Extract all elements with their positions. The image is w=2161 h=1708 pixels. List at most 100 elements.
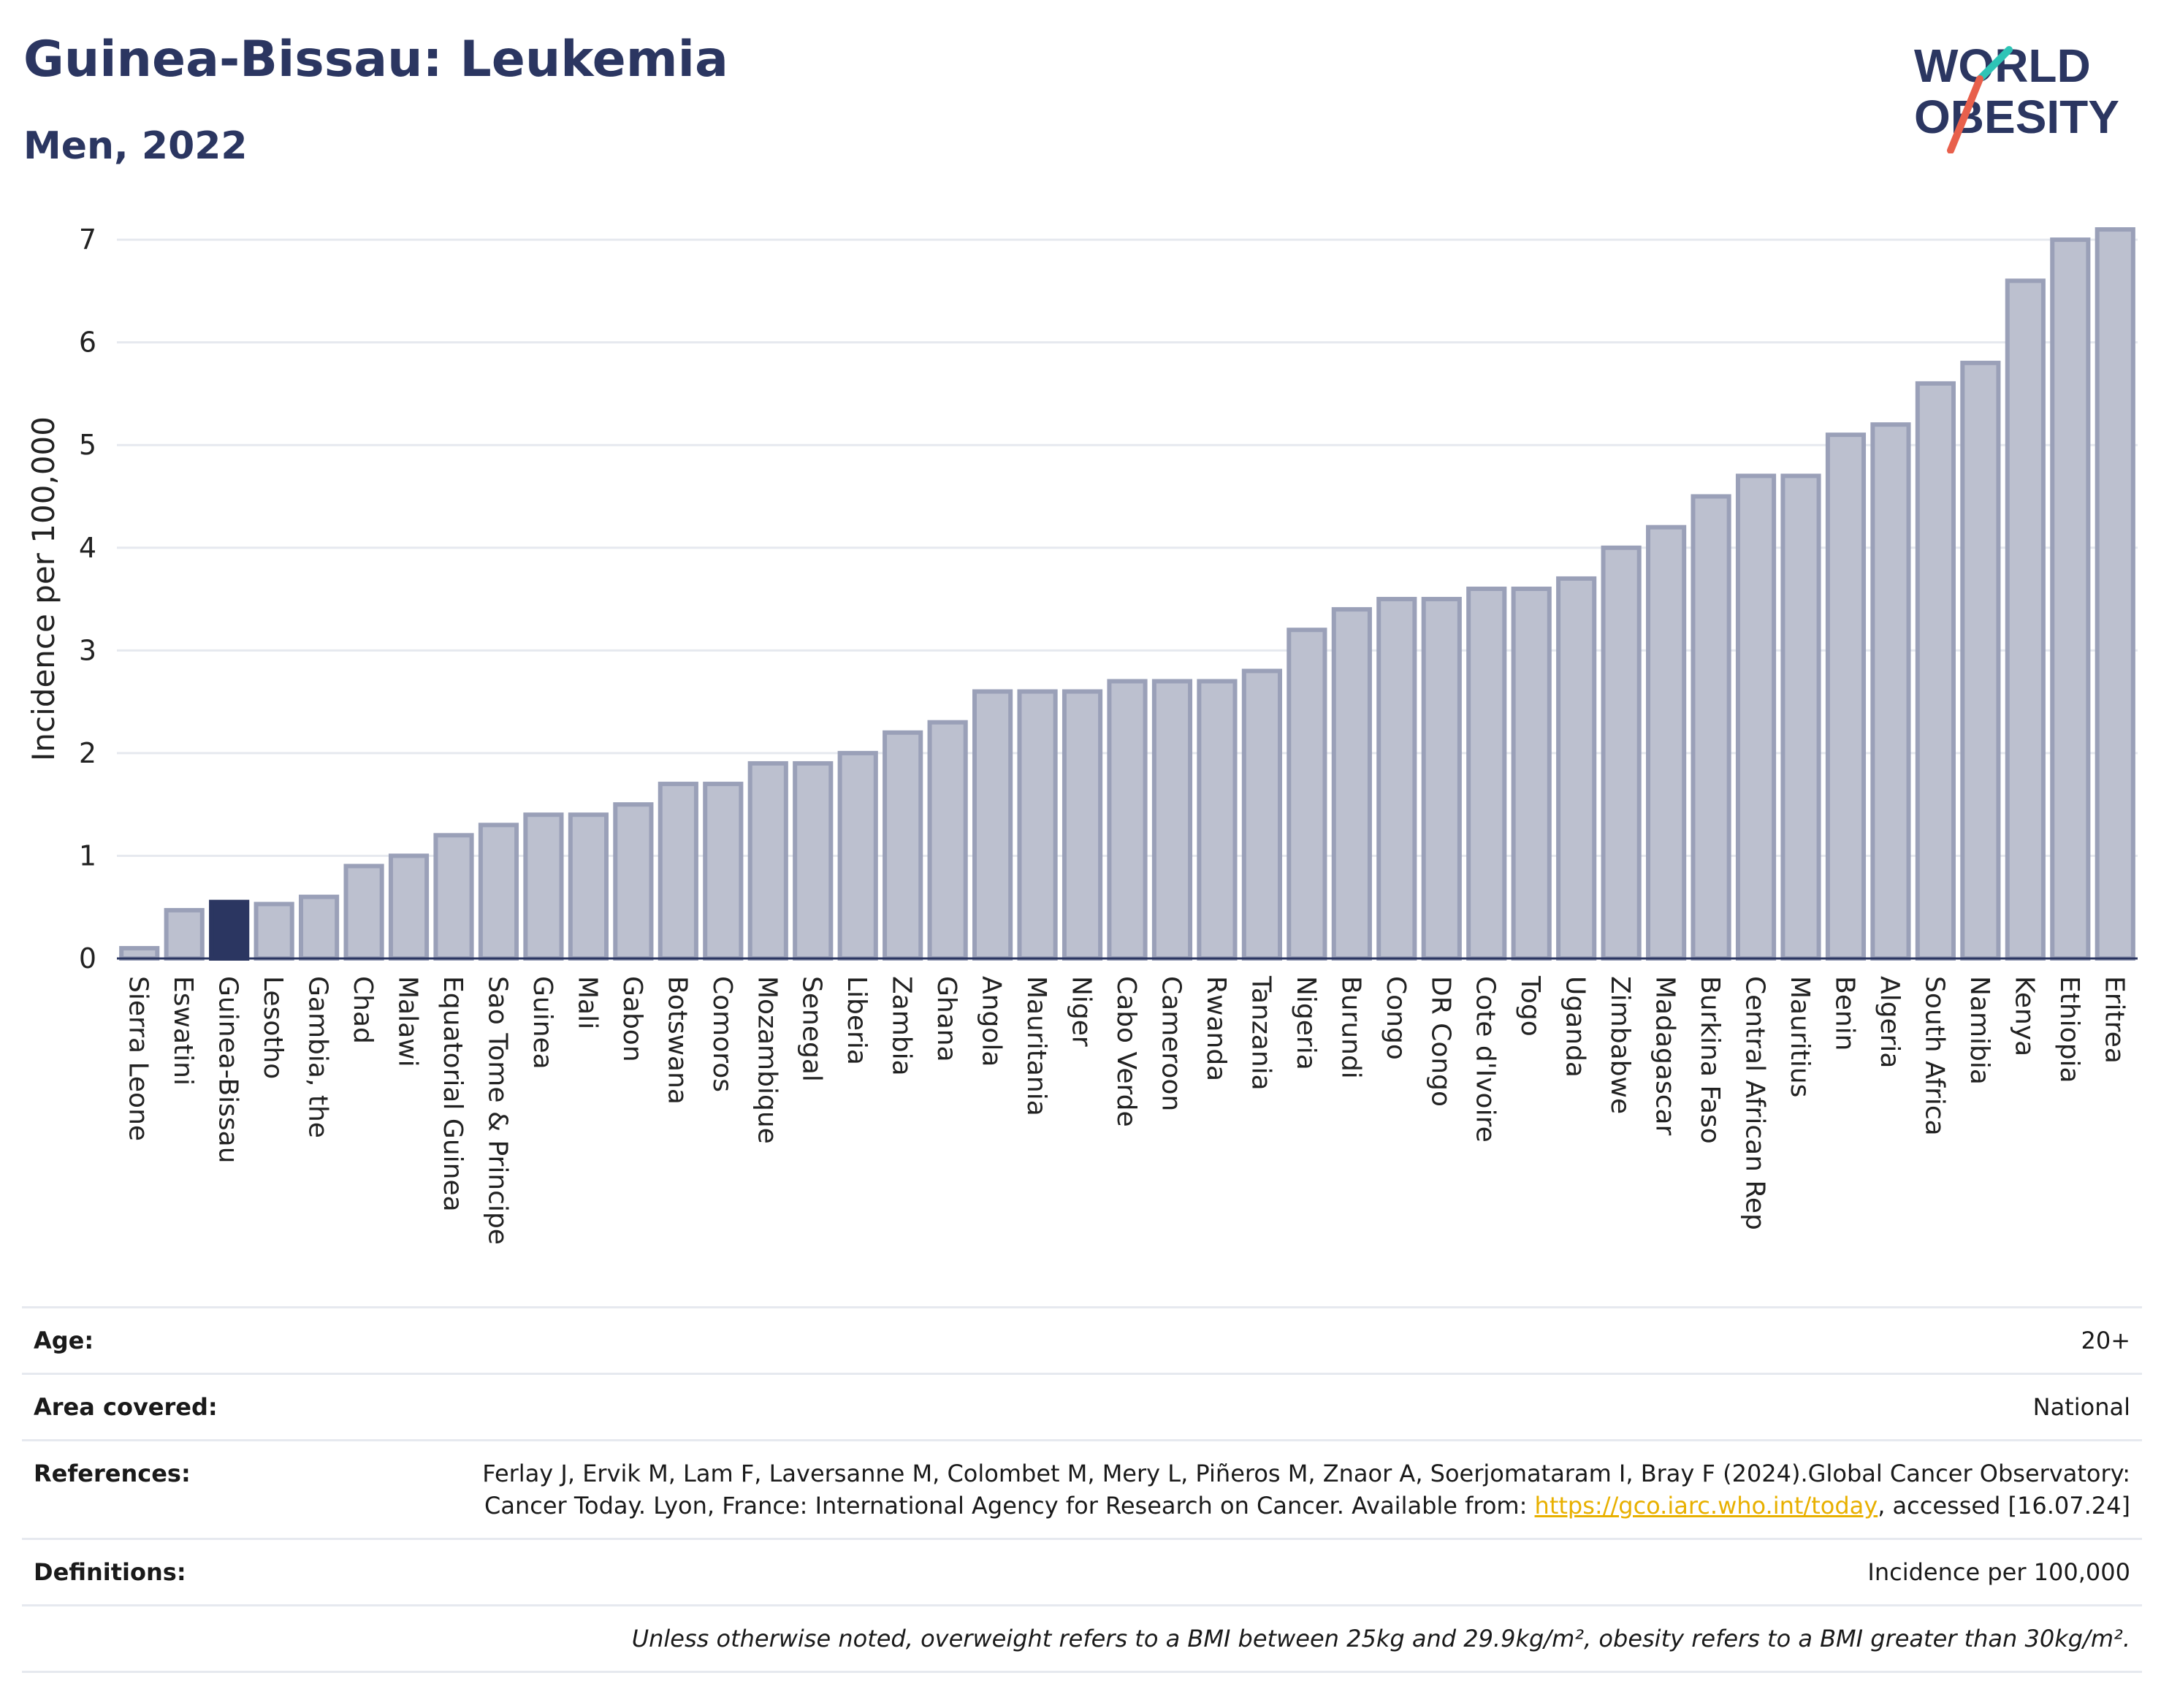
bar bbox=[254, 901, 294, 961]
bar bbox=[1241, 668, 1282, 961]
x-tick-label: Algeria bbox=[1875, 976, 1905, 1069]
x-tick-label: Guinea-Bissau bbox=[213, 976, 243, 1164]
x-tick-label: Ethiopia bbox=[2054, 976, 2084, 1083]
info-row-references: References: Ferlay J, Ervik M, Lam F, La… bbox=[22, 1439, 2142, 1538]
x-tick-label: Rwanda bbox=[1201, 976, 1231, 1081]
bar bbox=[1331, 607, 1372, 961]
bar bbox=[478, 823, 519, 961]
bar bbox=[568, 812, 609, 961]
bar-chart: 0 1 2 3 4 5 6 7 Sierra Leone Eswatini Guinea-Biss… bbox=[26, 224, 2138, 1245]
x-tick-label: Angola bbox=[977, 976, 1007, 1067]
bmi-note: Unless otherwise noted, overweight refer… bbox=[631, 1625, 2130, 1652]
x-tick-label: Niger bbox=[1067, 976, 1097, 1047]
age-label: Age: bbox=[34, 1327, 94, 1354]
x-tick-label: Sao Tome & Principe bbox=[482, 976, 512, 1245]
definitions-value: Incidence per 100,000 bbox=[1867, 1558, 2130, 1586]
logo-line-1: WORLD bbox=[1914, 39, 2091, 92]
chart-subtitle: Men, 2022 bbox=[23, 124, 248, 168]
bar bbox=[972, 689, 1013, 961]
x-tick-label: Eswatini bbox=[168, 976, 198, 1086]
bar bbox=[1511, 587, 1552, 961]
bar bbox=[299, 894, 340, 961]
bar bbox=[837, 750, 878, 961]
bar bbox=[703, 782, 744, 961]
bar bbox=[209, 899, 250, 961]
info-row-age: Age: 20+ bbox=[22, 1306, 2142, 1373]
bars bbox=[119, 227, 2135, 961]
bar bbox=[2050, 237, 2091, 961]
references-suffix: , accessed [16.07.24] bbox=[1878, 1492, 2130, 1520]
x-tick-label: Cote d'Ivoire bbox=[1471, 976, 1501, 1143]
bar bbox=[1646, 525, 1687, 961]
info-row-area: Area covered: National bbox=[22, 1373, 2142, 1439]
y-tick-label: 6 bbox=[79, 327, 96, 359]
x-tick-label: Mauritania bbox=[1021, 976, 1051, 1116]
bar bbox=[2095, 227, 2135, 961]
bar bbox=[1960, 360, 2001, 961]
x-tick-label: Cameroon bbox=[1156, 976, 1186, 1111]
area-value: National bbox=[2032, 1393, 2130, 1421]
bar bbox=[433, 833, 474, 961]
x-tick-label: Senegal bbox=[797, 976, 827, 1082]
age-value: 20+ bbox=[2081, 1327, 2130, 1354]
x-tick-label: South Africa bbox=[1919, 976, 1949, 1136]
x-tick-label: Central African Rep bbox=[1740, 976, 1770, 1230]
x-tick-label: Botswana bbox=[662, 976, 692, 1105]
bar bbox=[883, 730, 923, 961]
x-tick-label: Comoros bbox=[707, 976, 737, 1092]
bar bbox=[927, 720, 968, 961]
x-tick-label: Tanzania bbox=[1246, 975, 1276, 1091]
world-obesity-logo: WORLD OBESITY bbox=[1914, 39, 2119, 153]
x-tick-label: Chad bbox=[348, 976, 378, 1044]
x-tick-label: Liberia bbox=[842, 976, 872, 1065]
y-tick-label: 1 bbox=[79, 839, 96, 872]
bar bbox=[1601, 545, 1642, 961]
bar bbox=[2005, 278, 2046, 961]
x-tick-label: Burkina Faso bbox=[1695, 976, 1725, 1144]
bar bbox=[658, 782, 698, 961]
bar bbox=[1062, 689, 1103, 961]
x-tick-label: Burundi bbox=[1335, 976, 1365, 1079]
x-tick-label: Madagascar bbox=[1650, 976, 1680, 1136]
bar bbox=[1107, 679, 1148, 961]
logo-line-2: OBESITY bbox=[1914, 91, 2119, 143]
bar bbox=[119, 945, 160, 961]
x-tick-label: Zimbabwe bbox=[1605, 976, 1635, 1114]
x-tick-label: Congo bbox=[1381, 976, 1411, 1060]
x-tick-label: DR Congo bbox=[1425, 976, 1455, 1107]
x-tick-label: Guinea bbox=[527, 976, 557, 1070]
bar bbox=[1691, 494, 1731, 961]
bar bbox=[1421, 597, 1462, 961]
x-tick-label: Nigeria bbox=[1291, 976, 1321, 1070]
x-tick-label: Gambia, the bbox=[303, 976, 333, 1138]
chart-title: Guinea-Bissau: Leukemia bbox=[23, 31, 728, 88]
x-tick-label: Benin bbox=[1829, 976, 1859, 1051]
x-tick-label: Mauritius bbox=[1785, 976, 1815, 1097]
x-tick-label: Equatorial Guinea bbox=[438, 976, 468, 1212]
x-tick-label: Zambia bbox=[887, 976, 917, 1076]
bar bbox=[343, 863, 384, 961]
bar bbox=[1870, 422, 1911, 961]
y-tick-label: 3 bbox=[79, 634, 96, 666]
bar bbox=[1556, 576, 1597, 961]
x-tick-label: Malawi bbox=[393, 976, 423, 1067]
references-link[interactable]: https://gco.iarc.who.int/today bbox=[1534, 1492, 1878, 1520]
x-tick-label: Togo bbox=[1515, 975, 1545, 1037]
bar bbox=[1287, 628, 1327, 961]
bar bbox=[523, 812, 564, 961]
y-axis-label: Incidence per 100,000 bbox=[26, 416, 61, 761]
y-tick-label: 7 bbox=[79, 224, 96, 256]
bar bbox=[1376, 597, 1417, 961]
bar bbox=[388, 853, 430, 961]
x-tick-label: Ghana bbox=[931, 976, 961, 1062]
y-axis-ticks: 0 1 2 3 4 5 6 7 bbox=[79, 224, 96, 975]
bar bbox=[613, 802, 654, 961]
bar bbox=[1151, 679, 1193, 961]
definitions-label: Definitions: bbox=[34, 1558, 186, 1586]
x-tick-label: Cabo Verde bbox=[1111, 976, 1141, 1127]
bar bbox=[164, 907, 205, 961]
logo-slash-teal bbox=[1976, 46, 2013, 83]
x-axis-labels: Sierra Leone Eswatini Guinea-Bissau Lesotho… bbox=[123, 975, 2130, 1245]
y-tick-label: 4 bbox=[79, 532, 96, 564]
bar bbox=[793, 760, 834, 961]
